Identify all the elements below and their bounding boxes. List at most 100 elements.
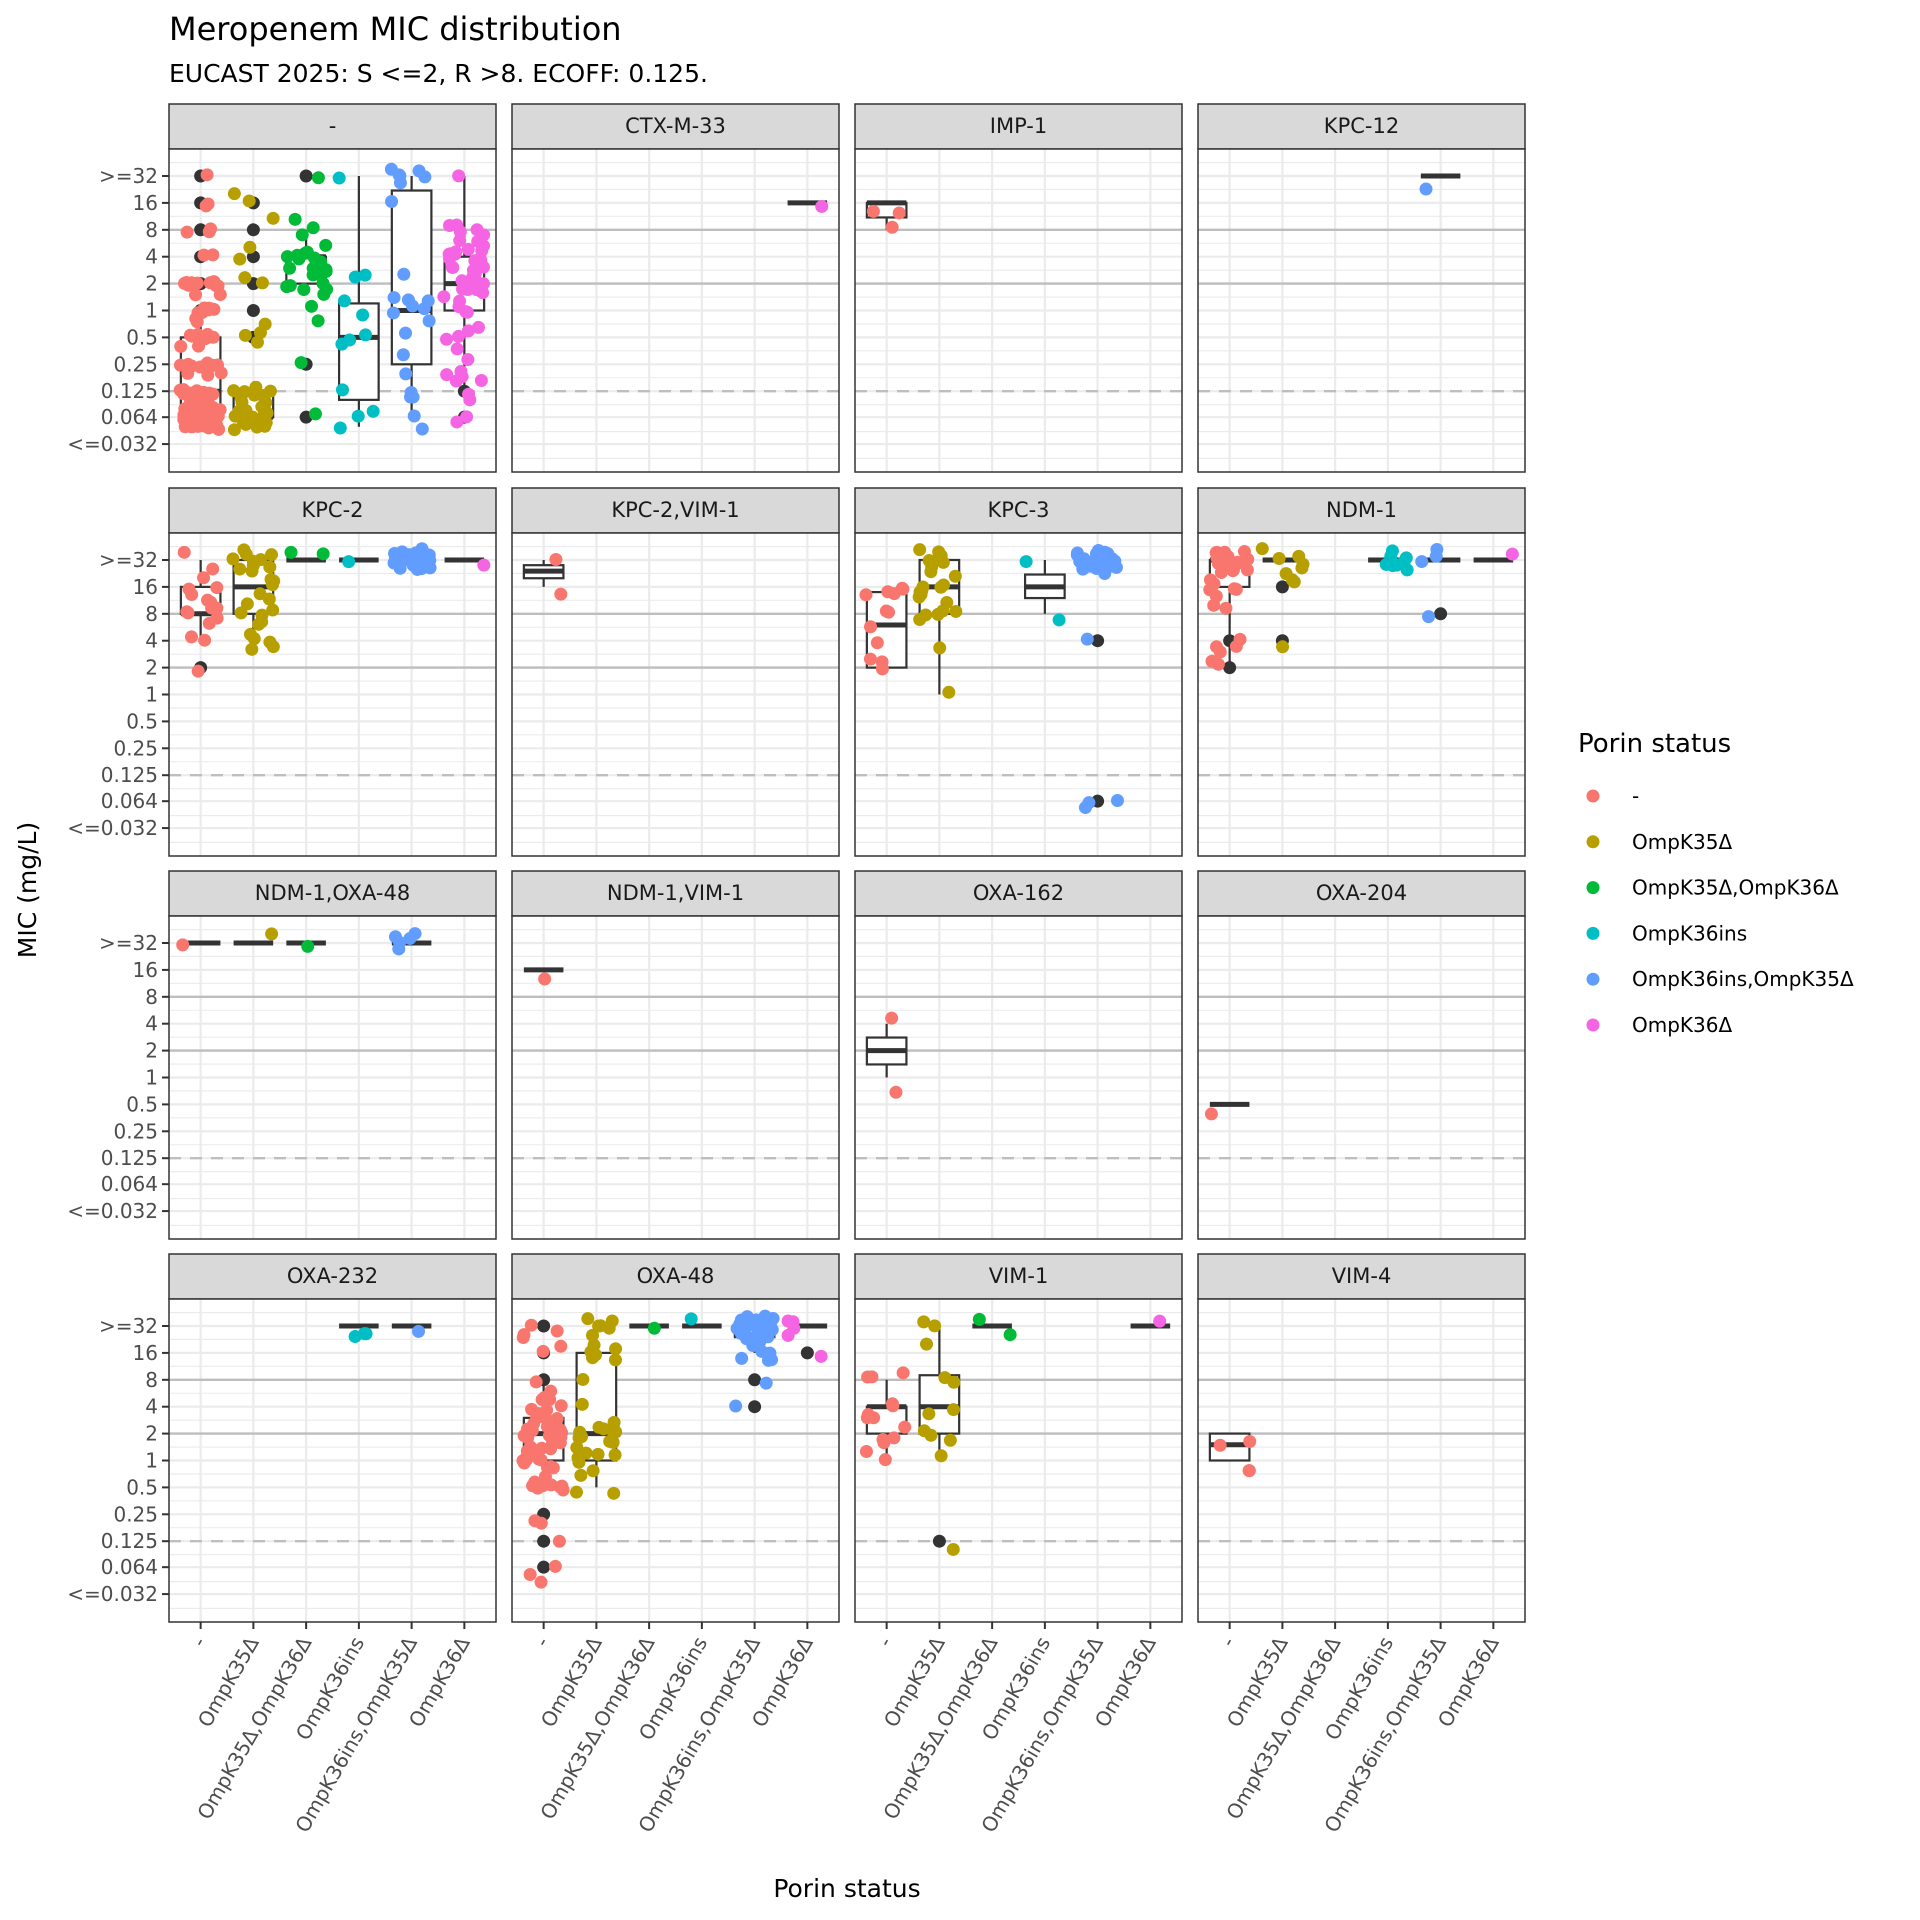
- data-point: [569, 1485, 583, 1499]
- data-point: [233, 252, 247, 266]
- data-point: [591, 1447, 605, 1461]
- data-point: [647, 1321, 661, 1335]
- y-tick-label: 0.25: [113, 352, 158, 376]
- data-point: [586, 1351, 600, 1365]
- data-point: [284, 545, 298, 559]
- data-point: [550, 1324, 564, 1338]
- data-point: [1419, 182, 1433, 196]
- facet-panel: NDM-1,VIM-1: [511, 870, 840, 1240]
- panel-border: [854, 1298, 1183, 1623]
- data-point: [933, 641, 947, 655]
- data-point: [608, 1353, 622, 1367]
- data-point: [885, 1011, 899, 1025]
- outlier-point: [1091, 634, 1105, 648]
- y-tick-label: 8: [145, 985, 158, 1009]
- data-point: [415, 422, 429, 436]
- data-point: [592, 1319, 606, 1333]
- data-point: [554, 1399, 568, 1413]
- outlier-point: [1223, 661, 1237, 675]
- y-tick-label: 8: [145, 1368, 158, 1392]
- data-point: [684, 1312, 698, 1326]
- data-point: [351, 409, 365, 423]
- data-point: [406, 390, 420, 404]
- facet-panel: KPC-2,VIM-1: [511, 487, 840, 857]
- data-point: [410, 562, 424, 576]
- data-point: [252, 617, 266, 631]
- chart-title: Meropenem MIC distribution: [169, 10, 622, 48]
- outlier-point: [932, 1534, 946, 1548]
- data-point: [422, 314, 436, 328]
- data-point: [445, 260, 459, 274]
- x-tick-label: -: [530, 1633, 554, 1651]
- data-point: [403, 931, 417, 945]
- outlier-point: [537, 1534, 551, 1548]
- data-point: [597, 1422, 611, 1436]
- data-point: [534, 1516, 548, 1530]
- data-point: [892, 206, 906, 220]
- data-point: [878, 1453, 892, 1467]
- facet-panel: KPC-12: [1197, 103, 1526, 473]
- data-point: [356, 308, 370, 322]
- facet-label: VIM-4: [1332, 1264, 1392, 1288]
- data-point: [934, 1449, 948, 1463]
- facet-label: IMP-1: [990, 114, 1047, 138]
- data-point: [471, 320, 485, 334]
- y-tick-label: 0.125: [101, 763, 158, 787]
- y-tick-label: >=32: [99, 548, 158, 572]
- data-point: [191, 664, 205, 678]
- facet-strip: [1197, 103, 1526, 150]
- data-point: [460, 410, 474, 424]
- data-point: [554, 1339, 568, 1353]
- data-point: [912, 590, 926, 604]
- panel-border: [1197, 1298, 1526, 1623]
- data-point: [335, 337, 349, 351]
- data-point: [213, 288, 227, 302]
- panel-border: [511, 915, 840, 1240]
- data-point: [1207, 598, 1221, 612]
- y-tick-label: 4: [145, 1395, 158, 1419]
- data-point: [949, 604, 963, 618]
- data-point: [187, 399, 201, 413]
- data-point: [516, 1331, 530, 1345]
- data-point: [575, 1397, 589, 1411]
- data-point: [440, 368, 454, 382]
- data-point: [882, 605, 896, 619]
- data-point: [575, 1430, 589, 1444]
- data-point: [308, 407, 322, 421]
- data-point: [815, 199, 829, 213]
- data-point: [554, 587, 568, 601]
- facet-panel: NDM-1: [1197, 487, 1526, 857]
- outlier-point: [1434, 607, 1448, 621]
- data-point: [1243, 1435, 1257, 1449]
- data-point: [943, 1433, 957, 1447]
- y-tick-label: <=0.032: [67, 1582, 158, 1606]
- outlier-point: [800, 1346, 814, 1360]
- data-point: [877, 1436, 891, 1450]
- y-tick-label: 1: [145, 1066, 158, 1090]
- data-point: [572, 1455, 586, 1469]
- data-point: [411, 1324, 425, 1338]
- facet-panel: VIM-1-OmpK35ΔOmpK35Δ,OmpK36ΔOmpK36insOmp…: [854, 1253, 1183, 1836]
- data-point: [529, 1375, 543, 1389]
- data-point: [867, 1411, 881, 1425]
- data-point: [283, 279, 297, 293]
- panel-border: [854, 915, 1183, 1240]
- data-point: [357, 1327, 371, 1341]
- data-point: [266, 603, 280, 617]
- data-point: [1242, 1464, 1256, 1478]
- data-point: [393, 176, 407, 190]
- panel-border: [1197, 148, 1526, 473]
- panel-border: [511, 148, 840, 473]
- box-iqr: [390, 189, 433, 366]
- data-point: [247, 632, 261, 646]
- facet-panel: OXA-204: [1197, 870, 1526, 1240]
- data-point: [265, 548, 279, 562]
- data-point: [181, 606, 195, 620]
- y-tick-label: 0.125: [101, 1529, 158, 1553]
- y-tick-label: 0.5: [126, 1092, 158, 1116]
- data-point: [177, 545, 191, 559]
- data-point: [266, 211, 280, 225]
- data-point: [609, 1425, 623, 1439]
- legend-key: [1586, 789, 1600, 803]
- data-point: [608, 1448, 622, 1462]
